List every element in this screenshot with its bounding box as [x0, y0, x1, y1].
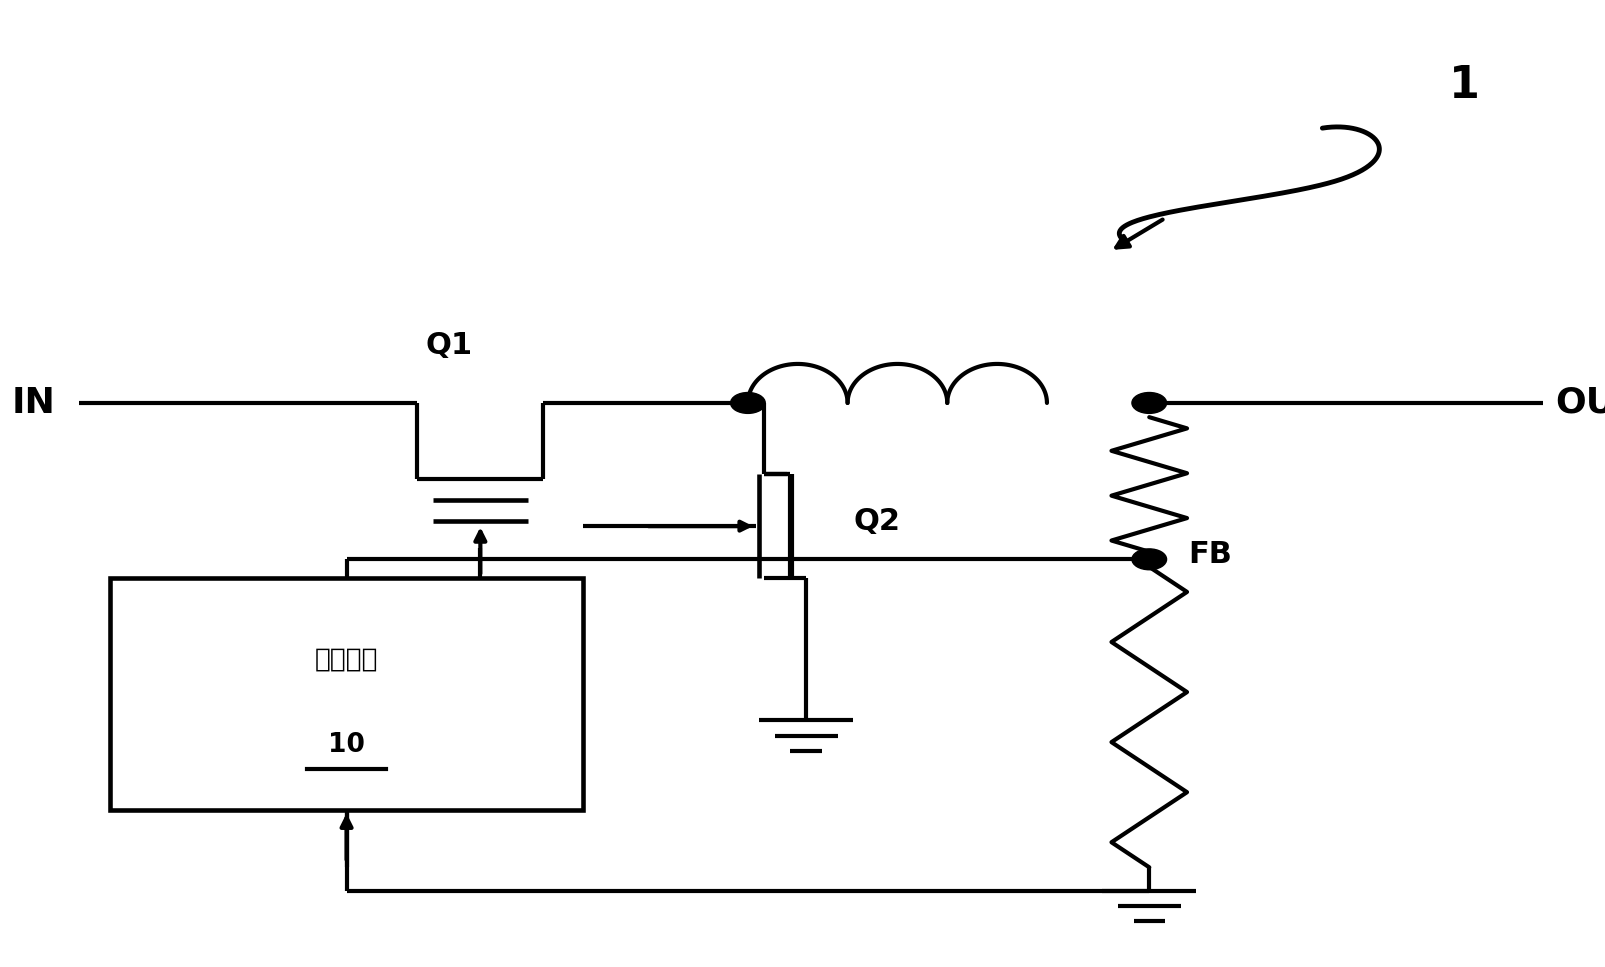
- Text: IN: IN: [11, 386, 55, 420]
- FancyBboxPatch shape: [111, 578, 583, 810]
- Text: FB: FB: [1188, 541, 1231, 569]
- Circle shape: [1132, 549, 1165, 570]
- Text: 1: 1: [1448, 64, 1478, 107]
- Text: Q2: Q2: [852, 507, 900, 536]
- Circle shape: [730, 393, 764, 413]
- Circle shape: [1132, 393, 1165, 413]
- Text: OUT: OUT: [1554, 386, 1605, 420]
- Text: 控制电路: 控制电路: [315, 647, 379, 672]
- Text: Q1: Q1: [425, 332, 472, 361]
- Text: 10: 10: [327, 732, 364, 758]
